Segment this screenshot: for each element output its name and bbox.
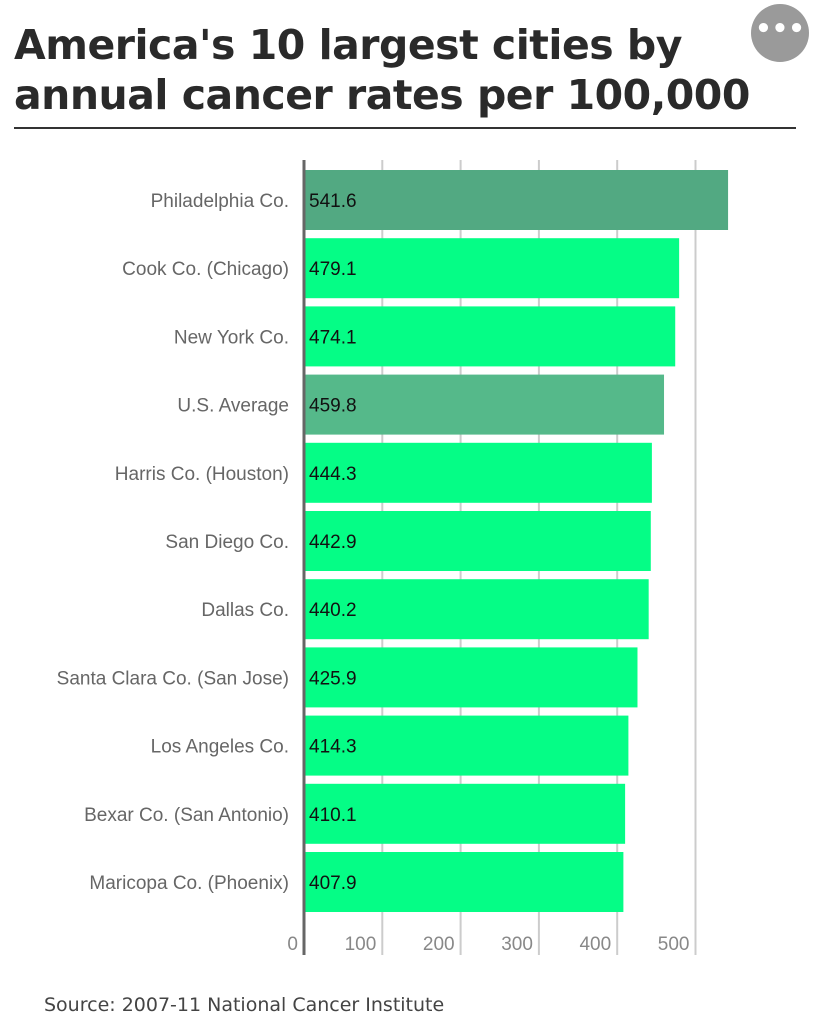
bar-value-label: 479.1: [309, 259, 357, 280]
title-underline: [14, 127, 796, 129]
bar-value-label: 410.1: [309, 805, 357, 826]
bar: [304, 715, 629, 776]
bar-value-label: 407.9: [309, 873, 357, 894]
bar-value-label: 541.6: [309, 191, 357, 212]
chart-title: America's 10 largest cities by annual ca…: [14, 21, 750, 119]
x-tick-label: 300: [501, 934, 533, 955]
category-label: U.S. Average: [177, 396, 289, 417]
x-tick-label: 500: [658, 934, 690, 955]
bar: [304, 306, 676, 367]
source-note: Source: 2007-11 National Cancer Institut…: [44, 994, 445, 1016]
bar-value-label: 440.2: [309, 600, 357, 621]
bar-value-label: 444.3: [309, 464, 357, 485]
category-label: Philadelphia Co.: [151, 191, 289, 212]
bar-value-label: 414.3: [309, 737, 357, 758]
bar-value-label: 459.8: [309, 396, 357, 417]
category-label: Harris Co. (Houston): [115, 464, 289, 485]
bar: [304, 238, 680, 299]
bar-value-label: 425.9: [309, 668, 357, 689]
bar-chart: 0 100 200 300 400 500 541.6 Philadelphia Co. 479…: [57, 160, 729, 955]
x-tick-label: 200: [423, 934, 455, 955]
category-label: San Diego Co.: [165, 532, 289, 553]
category-label: Maricopa Co. (Phoenix): [89, 873, 289, 894]
x-tick-label: 400: [579, 934, 611, 955]
category-label: Cook Co. (Chicago): [122, 259, 289, 280]
category-label: Santa Clara Co. (San Jose): [57, 668, 289, 689]
more-options-button[interactable]: •••: [751, 4, 809, 62]
category-label: Bexar Co. (San Antonio): [84, 805, 289, 826]
bar: [304, 511, 651, 571]
category-label: Dallas Co.: [201, 600, 289, 621]
bar-value-label: 442.9: [309, 532, 357, 553]
category-label: Los Angeles Co.: [151, 737, 289, 758]
bar: [304, 852, 624, 912]
x-tick-label: 100: [345, 934, 377, 955]
bar: [304, 170, 729, 230]
bar: [304, 374, 665, 435]
bar: [304, 647, 638, 708]
category-label: New York Co.: [174, 327, 289, 348]
bar: [304, 783, 626, 844]
bar-value-label: 474.1: [309, 327, 357, 348]
bar: [304, 442, 652, 503]
x-tick-label: 0: [287, 934, 298, 955]
bar: [304, 579, 649, 640]
